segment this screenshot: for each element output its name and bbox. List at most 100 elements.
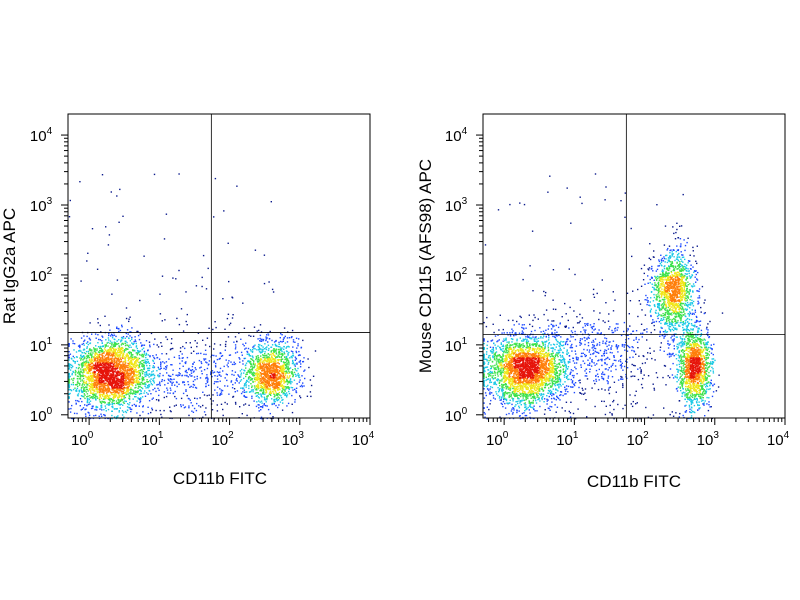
event-dot [103, 352, 105, 354]
event-dot [167, 392, 169, 394]
event-dot [132, 365, 135, 368]
event-dot [292, 355, 295, 357]
event-dot [592, 288, 595, 291]
event-dot [118, 387, 121, 389]
event-dot [676, 228, 678, 231]
event-dot [83, 355, 85, 357]
event-dot [118, 392, 120, 394]
event-dot [181, 357, 183, 359]
event-dot [284, 335, 286, 338]
event-dot [139, 333, 141, 335]
event-dot [282, 361, 285, 363]
event-dot [529, 265, 531, 267]
event-dot [156, 370, 158, 372]
event-dot [76, 390, 78, 392]
event-dot [259, 359, 262, 362]
event-dot [682, 193, 684, 196]
event-dot [80, 409, 82, 411]
event-dot [139, 373, 142, 375]
event-dot [654, 359, 656, 361]
event-dot [106, 377, 108, 379]
event-dot [199, 406, 202, 408]
event-dot [98, 382, 100, 384]
event-dot [99, 339, 102, 341]
event-dot [137, 382, 140, 384]
event-dot [159, 313, 162, 315]
event-dot [153, 357, 156, 360]
event-dot [108, 383, 111, 386]
event-dot [298, 381, 301, 383]
event-dot [137, 387, 139, 389]
event-dot [82, 374, 84, 376]
event-dot [201, 285, 203, 288]
event-dot [216, 404, 218, 406]
event-dot [204, 349, 207, 351]
event-dot [139, 299, 141, 302]
event-dot [202, 391, 204, 393]
event-dot [116, 391, 118, 393]
event-dot [288, 364, 290, 366]
event-dot [629, 325, 631, 327]
event-dot [640, 285, 643, 287]
event-dot [579, 313, 581, 316]
event-dot [135, 379, 138, 382]
event-dot [83, 396, 85, 398]
event-dot [116, 402, 118, 404]
event-dot [68, 381, 70, 383]
event-dot [675, 231, 677, 234]
event-dot [184, 370, 187, 373]
event-dot [137, 359, 139, 361]
event-dot [642, 279, 645, 281]
event-dot [260, 394, 262, 396]
event-dot [219, 394, 221, 396]
event-dot [604, 413, 607, 416]
event-dot [74, 374, 77, 376]
event-dot [159, 384, 161, 387]
event-dot [83, 371, 85, 373]
event-dot [569, 306, 571, 309]
event-dot [292, 359, 294, 362]
event-dot [93, 373, 95, 375]
event-dot [99, 401, 102, 404]
event-dot [260, 375, 262, 377]
event-dot [276, 371, 278, 373]
event-dot [170, 342, 173, 345]
event-dot [183, 384, 186, 386]
event-dot [99, 396, 102, 398]
event-dot [79, 357, 81, 359]
event-dot [239, 376, 242, 378]
event-dot [137, 391, 139, 394]
event-dot [190, 372, 193, 374]
event-dot [267, 344, 270, 346]
event-dot [110, 333, 113, 335]
event-dot [645, 406, 647, 409]
event-dot [123, 395, 125, 397]
event-dot [130, 383, 132, 386]
event-dot [93, 384, 95, 386]
event-dot [277, 393, 279, 395]
event-dot [147, 393, 149, 395]
event-dot [228, 360, 230, 362]
event-dot [125, 347, 127, 350]
event-dot [95, 337, 97, 339]
event-dot [706, 326, 708, 329]
event-dot [624, 216, 626, 218]
event-dot [270, 361, 273, 363]
event-dot [586, 378, 589, 380]
event-dot [111, 341, 113, 344]
event-dot [287, 368, 290, 370]
event-dot [146, 373, 148, 376]
event-dot [622, 383, 624, 385]
event-dot [79, 405, 81, 407]
event-dot [665, 384, 667, 386]
event-dot [131, 327, 133, 329]
event-dot [141, 377, 143, 380]
event-dot [608, 313, 610, 315]
event-dot [122, 404, 124, 406]
event-dot [107, 389, 109, 391]
event-dot [148, 400, 151, 402]
event-dot [282, 338, 285, 341]
event-dot [294, 365, 296, 367]
event-dot [125, 349, 127, 351]
event-dot [130, 353, 132, 355]
